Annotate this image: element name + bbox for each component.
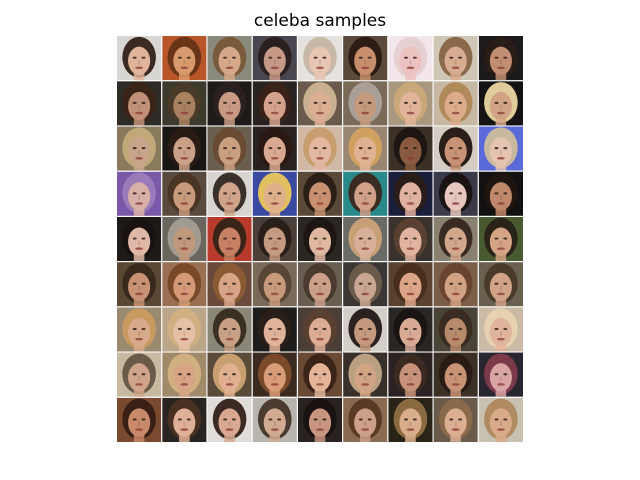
sample-tile [478, 36, 523, 81]
sample-tile [117, 36, 162, 81]
sample-tile [343, 126, 388, 171]
sample-tile [162, 81, 207, 126]
sample-tile [252, 307, 297, 352]
sample-tile [388, 397, 433, 442]
sample-tile [207, 126, 252, 171]
sample-tile [478, 397, 523, 442]
sample-tile [343, 352, 388, 397]
sample-tile [207, 262, 252, 307]
sample-tile [207, 307, 252, 352]
sample-tile [297, 126, 343, 171]
sample-tile [388, 171, 433, 216]
sample-tile [388, 81, 433, 126]
sample-tile [388, 126, 433, 171]
sample-tile [207, 36, 252, 81]
sample-tile [297, 352, 343, 397]
sample-tile [433, 216, 478, 262]
sample-tile [162, 262, 207, 307]
sample-tile [252, 397, 297, 442]
sample-tile [117, 171, 162, 216]
sample-tile [252, 262, 297, 307]
sample-tile [433, 397, 478, 442]
sample-tile [343, 81, 388, 126]
sample-tile [252, 216, 297, 262]
sample-tile [388, 262, 433, 307]
sample-tile [478, 216, 523, 262]
sample-tile [117, 126, 162, 171]
sample-tile [343, 397, 388, 442]
sample-tile [343, 36, 388, 81]
sample-grid-canvas [117, 36, 523, 442]
sample-tile [252, 81, 297, 126]
sample-tile [297, 171, 343, 216]
sample-tile [388, 307, 433, 352]
sample-tile [433, 171, 478, 216]
sample-tile [478, 352, 523, 397]
sample-tile [388, 352, 433, 397]
sample-tile [252, 171, 297, 216]
sample-tile [478, 262, 523, 307]
sample-tile [343, 171, 388, 216]
sample-tile [297, 36, 343, 81]
sample-tile [433, 36, 478, 81]
sample-tile [478, 171, 523, 216]
sample-tile [433, 81, 478, 126]
sample-tile [388, 216, 433, 262]
sample-tile [207, 81, 252, 126]
sample-tile [297, 216, 343, 262]
sample-tile [207, 352, 252, 397]
sample-tile [117, 397, 162, 442]
sample-tile [162, 126, 207, 171]
sample-tile [433, 352, 478, 397]
sample-tile [207, 216, 252, 262]
sample-tile [162, 216, 207, 262]
sample-tile [162, 352, 207, 397]
sample-tile [162, 307, 207, 352]
sample-tile [207, 171, 252, 216]
sample-tile [162, 171, 207, 216]
sample-tile [117, 262, 162, 307]
sample-tile [117, 81, 162, 126]
figure-title: celeba samples [253, 11, 387, 31]
sample-tile [478, 126, 523, 171]
sample-tile [433, 126, 478, 171]
sample-tile [478, 81, 523, 126]
sample-tile [252, 352, 297, 397]
sample-tile [207, 397, 252, 442]
sample-tile [252, 36, 297, 81]
sample-tile [433, 262, 478, 307]
sample-tile [433, 307, 478, 352]
sample-tile [162, 36, 207, 81]
sample-tile [297, 397, 343, 442]
sample-tile [343, 307, 388, 352]
sample-tile [297, 262, 343, 307]
sample-tile [343, 216, 388, 262]
sample-tile [162, 397, 207, 442]
sample-tile [478, 307, 523, 352]
sample-image-grid [117, 36, 523, 442]
sample-tile [343, 262, 388, 307]
sample-tile [117, 216, 162, 262]
sample-tile [388, 36, 433, 81]
sample-tile [297, 307, 343, 352]
sample-tile [297, 81, 343, 126]
sample-tile [117, 307, 162, 352]
sample-tile [117, 352, 162, 397]
sample-tile [252, 126, 297, 171]
